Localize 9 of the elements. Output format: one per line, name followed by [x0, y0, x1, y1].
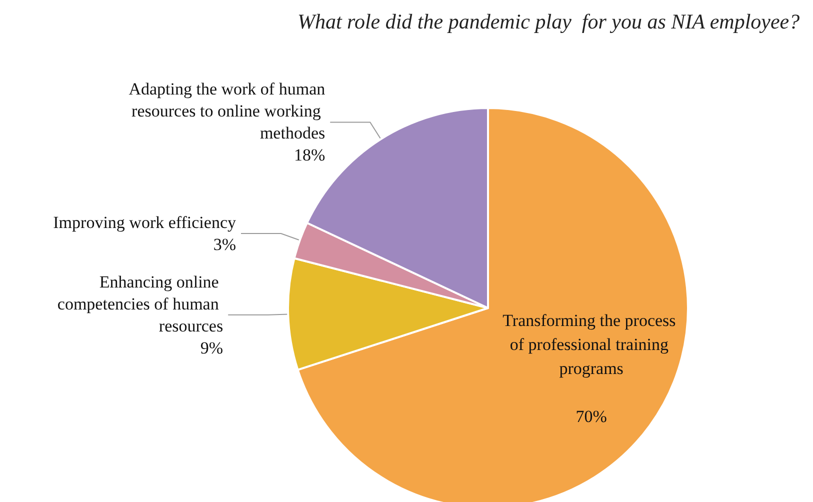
data-label: 3% — [213, 234, 236, 254]
data-label: 70% — [576, 407, 607, 426]
slice-label: Transforming the process of professional training programs — [502, 311, 680, 378]
data-label: 9% — [200, 338, 224, 358]
data-label: 18% — [294, 146, 326, 165]
slice-label: Enhancing online competencies of human resources — [57, 272, 224, 336]
slice-label: Adapting the work of human resources to online working methodes — [127, 80, 326, 143]
slice-label: Improving work efficiency — [53, 212, 236, 232]
chart-title: What role did the pandemic play for you as NIA employee? — [297, 10, 800, 34]
